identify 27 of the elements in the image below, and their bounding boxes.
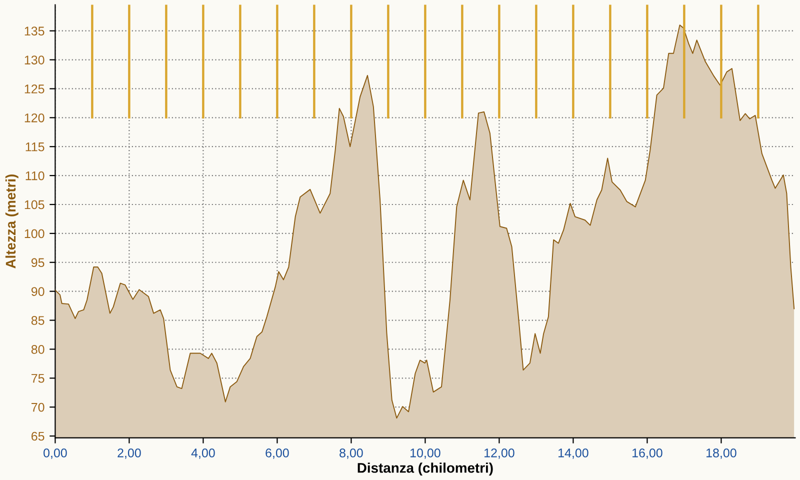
y-tick-label: 85: [31, 316, 44, 325]
x-tick-label: 14,00: [558, 448, 588, 459]
x-tick-label: 2,00: [118, 448, 141, 459]
y-tick-label: 120: [24, 113, 44, 122]
y-tick-label: 125: [24, 84, 44, 94]
y-tick-label: 135: [24, 26, 44, 36]
x-tick-label: 0,00: [44, 448, 67, 459]
y-axis-title: Altezza (metri): [5, 174, 18, 268]
y-tick-label: 70: [32, 402, 44, 412]
y-tick-label: 115: [26, 142, 44, 152]
y-tick-label: 130: [24, 56, 44, 64]
x-tick-label: 16,00: [632, 448, 662, 459]
x-tick-label: 4,00: [191, 448, 215, 459]
y-tick-label: 110: [26, 171, 44, 180]
x-axis-title: Distanza (chilometri): [358, 462, 493, 476]
y-tick-label: 95: [31, 258, 44, 268]
x-tick-label: 18,00: [706, 448, 736, 459]
y-tick-label: 90: [31, 287, 44, 296]
y-tick-label: 105: [24, 200, 44, 210]
y-tick-label: 80: [31, 345, 44, 354]
y-tick-label: 65: [32, 432, 44, 441]
x-tick-label: 12,00: [484, 448, 514, 459]
x-tick-label: 6,00: [266, 448, 289, 459]
x-tick-label: 10,00: [410, 448, 440, 459]
x-tick-label: 8,00: [340, 448, 363, 459]
y-tick-label: 75: [32, 374, 44, 383]
y-tick-label: 100: [24, 229, 44, 238]
